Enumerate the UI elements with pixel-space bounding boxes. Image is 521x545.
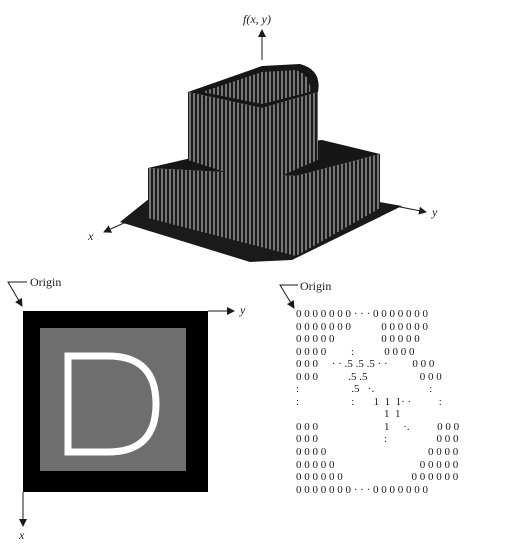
z-axis-label: f(x, y) (243, 12, 271, 26)
matrix-origin-label: Origin (300, 279, 332, 293)
matrix-row: : : 1 1 1· · : (296, 395, 442, 408)
image-inner-square (40, 328, 186, 471)
image-origin-label: Origin (30, 275, 62, 289)
matrix-row: 0 0 0 .5 .5 0 0 0 (296, 370, 442, 383)
origin-pointer (7, 281, 27, 307)
image-y-axis-label: y (240, 303, 246, 317)
matrix-row: 1 1 (296, 408, 401, 421)
matrix-row: 0 0 0 0 0 0 0 0 (296, 446, 459, 459)
y-axis (394, 205, 427, 215)
y-axis-label: y (431, 205, 438, 219)
matrix-row: 0 0 0 1 ·. 0 0 0 (296, 420, 460, 433)
letter-shape (64, 352, 160, 456)
matrix-row: : .5 ·. : (296, 383, 433, 396)
lower-block-right-face (296, 154, 380, 256)
matrix-row: 0 0 0 0 0 0 0 · · · 0 0 0 0 0 0 0 (296, 308, 428, 320)
matrix-row: 0 0 0 0 0 0 0 0 0 0 0 0 (296, 471, 459, 484)
matrix-origin-pointer (279, 284, 298, 309)
lower-block-left-face (148, 168, 296, 256)
matrix-row: 0 0 0 0 : 0 0 0 0 (296, 345, 415, 358)
matrix-row: 0 0 0 0 0 0 0 0 0 0 (296, 333, 420, 346)
matrix-row: 0 0 0 0 0 0 0 · · · 0 0 0 0 0 0 0 (296, 483, 428, 496)
intensity-matrix: 0 0 0 0 0 0 0 · · · 0 0 0 0 0 0 0 0 0 0 … (296, 308, 518, 496)
image-panel (7, 281, 235, 527)
upper-block-front-face (188, 92, 318, 184)
matrix-row: 0 0 0 : 0 0 0 (296, 433, 459, 446)
image-x-axis-label: x (19, 528, 25, 542)
matrix-row: 0 0 0 0 0 0 0 0 0 0 0 0 0 (296, 320, 428, 333)
matrix-row: 0 0 0 0 0 0 0 0 0 0 (296, 458, 459, 471)
surface-plot: f(x, y) y x (87, 12, 438, 262)
x-axis-label: x (87, 229, 94, 243)
matrix-row: 0 0 0 · · .5 .5 .5 · · 0 0 0 (296, 358, 435, 371)
